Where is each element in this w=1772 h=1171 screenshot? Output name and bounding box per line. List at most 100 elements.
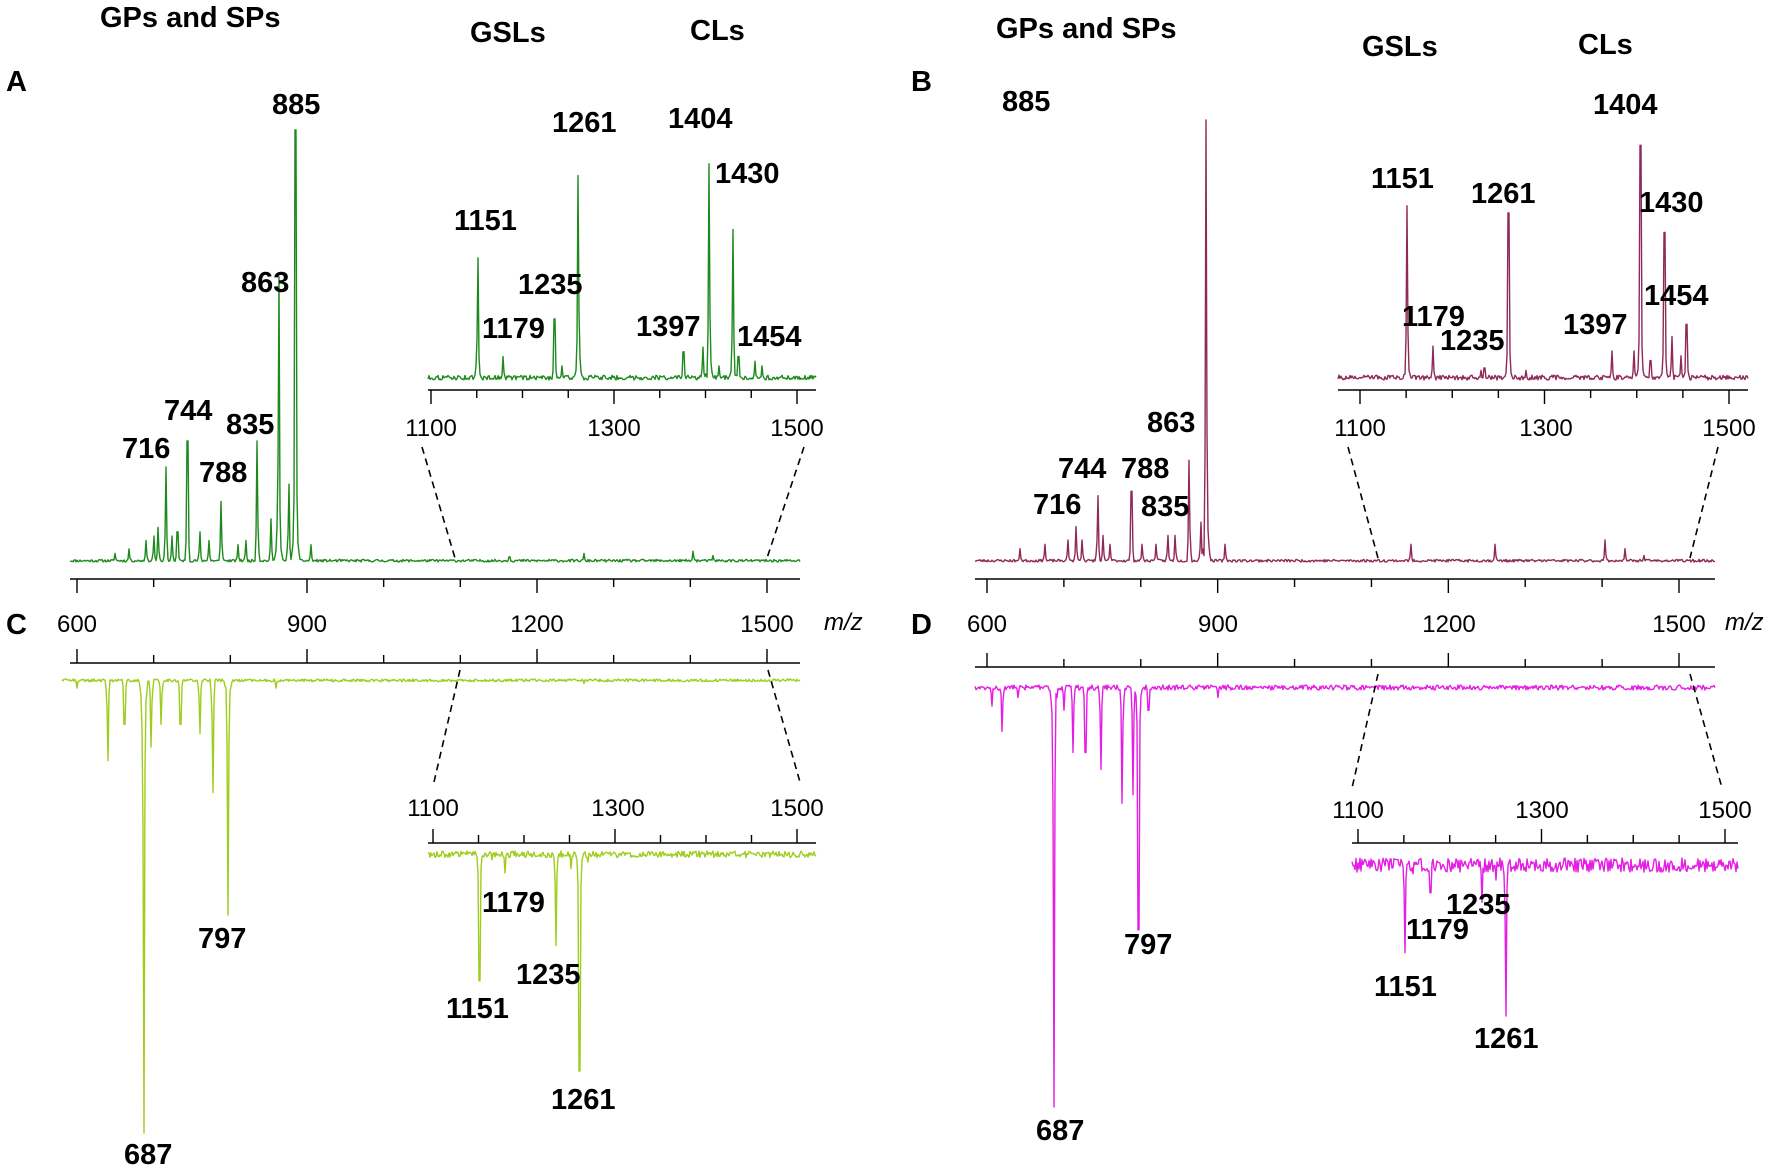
panel-a-letter: A — [6, 66, 27, 98]
panel-b-inset-tick-label: 1100 — [1334, 415, 1386, 442]
panel-a-inset-ticks — [430, 390, 798, 404]
panel-b-tick-label: 1500 — [1652, 611, 1705, 638]
panel-c-zoom-line-right — [767, 669, 801, 783]
panel-a-inset-peak-label: 1261 — [552, 107, 617, 139]
panel-a-tick-label: 900 — [287, 611, 327, 638]
panel-c-inset-spectrum — [427, 850, 817, 1072]
panel-b-inset-ticks — [1359, 390, 1730, 404]
panel-d-inset-spectrum — [1351, 857, 1739, 1017]
panel-a-inset-spectrum — [427, 163, 817, 381]
panel-b-inset-peak-label: 1151 — [1371, 163, 1434, 195]
panel-c-letter: C — [6, 609, 27, 641]
panel-c-main-ticks — [76, 649, 768, 663]
panel-a-peak-label: 863 — [241, 267, 289, 299]
panel-a-inset-peak-label: 1179 — [482, 313, 545, 345]
panel-c-inset-peak-label: 1151 — [446, 993, 509, 1025]
panel-a-inset-peak-label: 1235 — [518, 269, 583, 301]
panel-d-inset-tick-label: 1500 — [1698, 797, 1751, 824]
panel-d-inset-peak-label: 1179 — [1406, 914, 1469, 946]
panel-b-zoom-line-left — [1347, 446, 1379, 559]
panel-a-region-gsls: GSLs — [470, 17, 546, 49]
panel-a-mz-label: m/z — [824, 609, 863, 636]
panel-a-zoom-line-left — [421, 446, 456, 559]
panel-c-zoom-line-left — [433, 669, 461, 783]
panel-d-zoom-line-left — [1351, 673, 1379, 789]
panel-a-peak-label: 885 — [272, 89, 320, 121]
panel-b: B GPs and SPs GSLs CLs 600 900 1200 1500… — [911, 13, 1764, 638]
panel-c-inset-ticks — [432, 829, 798, 843]
panel-b-inset-peak-label: 1430 — [1639, 187, 1704, 219]
panel-b-peak-label: 716 — [1033, 489, 1081, 521]
panel-c-inset-peak-label: 1235 — [516, 959, 581, 991]
panel-c-inset-peak-label: 1179 — [482, 887, 545, 919]
panel-b-peak-label: 788 — [1121, 453, 1169, 485]
panel-d-inset-peak-label: 1235 — [1446, 889, 1511, 921]
panel-a-main-spectrum — [69, 129, 801, 563]
panel-a-inset-tick-label: 1500 — [770, 415, 823, 442]
panel-b-inset-peak-label: 1261 — [1471, 178, 1536, 210]
panel-b-zoom-line-right — [1689, 446, 1719, 559]
panel-b-peak-label: 863 — [1147, 407, 1195, 439]
panel-b-region-gsls: GSLs — [1362, 31, 1438, 63]
panel-d-main-spectrum — [974, 684, 1716, 1108]
panel-a: A GPs and SPs GSLs CLs 600 900 1200 1500… — [6, 2, 863, 638]
panel-a-tick-label: 1500 — [740, 611, 793, 638]
panel-b-letter: B — [911, 66, 932, 98]
panel-d: D 1100 1300 1500 687 797 1151 1179 1235 … — [911, 609, 1752, 1147]
panel-b-tick-label: 1200 — [1422, 611, 1475, 638]
panel-c-inset-tick-label: 1100 — [407, 795, 459, 822]
panel-a-peak-label: 835 — [226, 409, 274, 441]
panel-d-inset-peak-label: 1151 — [1374, 971, 1437, 1003]
panel-a-main-ticks — [76, 579, 768, 593]
panel-b-peak-label: 835 — [1141, 491, 1189, 523]
panel-a-tick-label: 600 — [57, 611, 97, 638]
panel-c: C 1100 1300 1500 687 797 1151 1179 1235 … — [6, 609, 824, 1171]
panel-a-region-gps-sps: GPs and SPs — [100, 2, 281, 34]
panel-b-inset-peak-label: 1454 — [1644, 280, 1709, 312]
panel-b-inset-peak-label: 1404 — [1593, 89, 1658, 121]
panel-b-region-gps-sps: GPs and SPs — [996, 13, 1177, 45]
panel-a-inset-peak-label: 1430 — [715, 158, 780, 190]
panel-a-inset-peak-label: 1454 — [737, 321, 802, 353]
panel-a-inset-tick-label: 1300 — [587, 415, 640, 442]
panel-b-inset-peak-label: 1397 — [1563, 309, 1628, 341]
panel-c-inset-peak-label: 1261 — [551, 1084, 616, 1116]
panel-b-region-cls: CLs — [1578, 29, 1633, 61]
panel-b-inset-spectrum — [1337, 144, 1749, 381]
panel-d-inset-tick-label: 1100 — [1332, 797, 1384, 824]
panel-b-inset-tick-label: 1500 — [1702, 415, 1755, 442]
panel-d-zoom-line-right — [1689, 673, 1723, 789]
panel-b-inset-peak-label: 1179 — [1402, 301, 1465, 333]
panel-b-inset-tick-label: 1300 — [1519, 415, 1572, 442]
panel-a-peak-label: 744 — [164, 395, 212, 427]
panel-a-inset-peak-label: 1397 — [636, 311, 701, 343]
panel-a-region-cls: CLs — [690, 15, 745, 47]
panel-a-inset-peak-label: 1404 — [668, 103, 733, 135]
panel-c-peak-label: 797 — [198, 923, 246, 955]
panel-b-tick-label: 600 — [967, 611, 1007, 638]
panel-c-inset-tick-label: 1300 — [591, 795, 644, 822]
panel-a-inset-tick-label: 1100 — [405, 415, 457, 442]
panel-b-mz-label: m/z — [1725, 609, 1764, 636]
panel-b-inset-peak-label: 1235 — [1440, 325, 1505, 357]
panel-b-peak-label: 885 — [1002, 86, 1050, 118]
panel-c-peak-label: 687 — [124, 1139, 172, 1171]
panel-a-zoom-line-right — [766, 446, 805, 559]
panel-d-inset-tick-label: 1300 — [1515, 797, 1568, 824]
panel-d-inset-ticks — [1357, 829, 1726, 843]
panel-a-inset-peak-label: 1151 — [454, 205, 517, 237]
panel-b-main-ticks — [986, 579, 1680, 593]
panel-d-peak-label: 797 — [1124, 929, 1172, 961]
panel-b-main-spectrum — [974, 119, 1716, 563]
panel-b-tick-label: 900 — [1198, 611, 1238, 638]
panel-d-peak-label: 687 — [1036, 1115, 1084, 1147]
panel-b-peak-label: 744 — [1058, 453, 1106, 485]
panel-d-letter: D — [911, 609, 932, 641]
panel-c-main-spectrum — [61, 678, 801, 1134]
panel-d-main-ticks — [986, 653, 1680, 667]
panel-d-inset-peak-label: 1261 — [1474, 1023, 1539, 1055]
panel-c-inset-tick-label: 1500 — [770, 795, 823, 822]
panel-a-peak-label: 716 — [122, 433, 170, 465]
panel-a-tick-label: 1200 — [510, 611, 563, 638]
